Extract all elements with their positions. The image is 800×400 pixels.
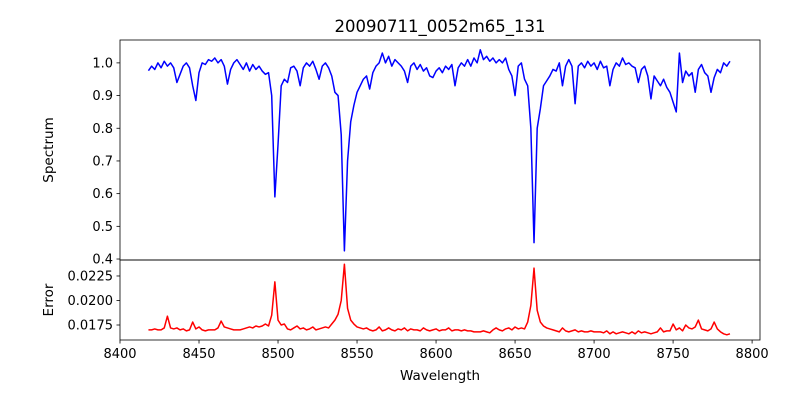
- spectrum-frame: [119, 39, 761, 261]
- error-ytick-label: 0.0225: [68, 269, 114, 284]
- chart-title: 20090711_0052m65_131: [334, 17, 545, 37]
- x-tick-label: 8500: [261, 347, 294, 362]
- x-tick-label: 8400: [103, 347, 136, 362]
- error-axes: 0.0175 0.0200 0.0225 8400 8450 8500 8550 8600 86…: [68, 259, 769, 362]
- spectrum-ytick-label: 0.5: [92, 220, 113, 235]
- spectrum-line: [147, 49, 731, 252]
- spectrum-ytick-label: 0.6: [92, 187, 113, 202]
- x-tick-label: 8750: [657, 347, 690, 362]
- x-tick-label: 8700: [578, 347, 611, 362]
- x-tick-label: 8600: [420, 347, 453, 362]
- spectrum-ytick-label: 0.9: [92, 89, 113, 104]
- spectrum-axes: 0.4 0.5 0.6 0.7 0.8 0.9 1.0: [92, 39, 761, 268]
- spectrum-ytick-label: 0.8: [92, 122, 113, 137]
- spectrum-ytick-label: 1.0: [92, 56, 113, 71]
- x-axis-label: Wavelength: [400, 368, 480, 384]
- error-y-label: Error: [41, 283, 57, 316]
- x-tick-label: 8450: [182, 347, 215, 362]
- spectrum-ytick-label: 0.4: [92, 253, 113, 268]
- error-ytick-label: 0.0175: [68, 319, 114, 334]
- spectrum-ytick-label: 0.7: [92, 154, 113, 169]
- error-frame: [119, 259, 761, 341]
- error-ytick-label: 0.0200: [68, 294, 114, 309]
- x-tick-label: 8650: [499, 347, 532, 362]
- error-line: [148, 263, 731, 336]
- x-tick-label: 8800: [736, 347, 769, 362]
- spectrum-y-label: Spectrum: [41, 117, 57, 182]
- x-tick-label: 8550: [340, 347, 373, 362]
